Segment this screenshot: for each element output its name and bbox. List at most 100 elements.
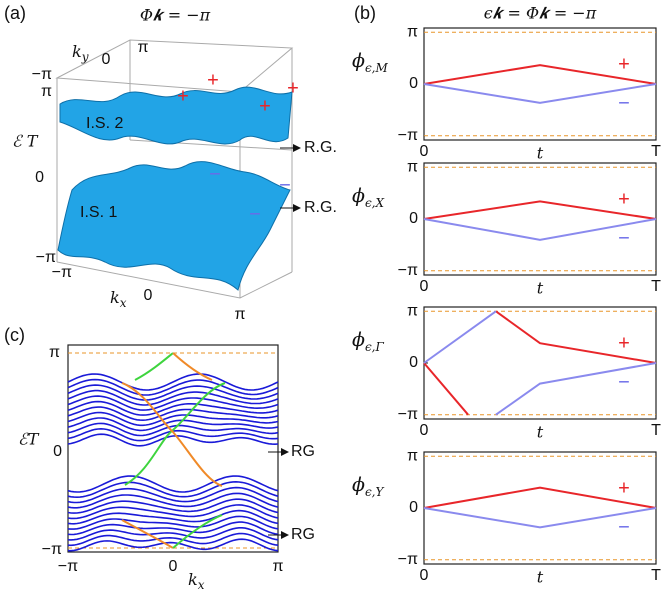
- band-line: [67, 389, 279, 406]
- plus-sign: +: [287, 77, 299, 99]
- series-line: [423, 507, 657, 529]
- x-axis-label: t: [537, 144, 544, 163]
- tick-label: π: [41, 83, 52, 100]
- band-line: [67, 532, 279, 547]
- y-axis-label-main: ϕ: [352, 329, 365, 351]
- tick-label: π: [234, 306, 245, 323]
- plus-sign: +: [259, 95, 271, 117]
- sign-annotation: −: [618, 227, 630, 249]
- plot-frame: [67, 344, 279, 553]
- band-line: [67, 400, 279, 416]
- x-tick-label: 0: [420, 143, 429, 160]
- series-line: [423, 218, 657, 241]
- tick-label: π: [272, 558, 283, 575]
- y-tick-label: π: [407, 158, 418, 175]
- sign-annotation: +: [618, 332, 630, 354]
- band-line: [67, 433, 279, 447]
- plot-frame: [423, 451, 657, 565]
- y-axis-label: ϕϵ,M: [352, 50, 388, 75]
- series-line: [423, 64, 657, 85]
- edge-states: [121, 352, 226, 549]
- tick-label: 0: [169, 558, 178, 575]
- band-line: [67, 504, 279, 520]
- band-line: [67, 515, 279, 530]
- x-tick-label: 0: [420, 422, 429, 439]
- band-line: [67, 395, 279, 411]
- band-line: [67, 384, 279, 401]
- axis-label: ky: [72, 42, 89, 64]
- sign-annotation: −: [618, 371, 630, 393]
- tick-label: π: [49, 344, 60, 361]
- series-line: [423, 200, 657, 220]
- plot-frame: [423, 162, 657, 276]
- y-tick-label: 0: [409, 210, 418, 227]
- annotation: R.G.: [304, 199, 337, 216]
- y-tick-label: −π: [398, 406, 418, 423]
- x-tick-label: T: [651, 278, 661, 295]
- tick-label: 0: [102, 51, 111, 68]
- tick-label: π: [137, 39, 148, 56]
- axis-label: kx: [110, 288, 127, 310]
- axis-label: ℰ T: [12, 132, 39, 151]
- surface-upper: [59, 86, 293, 145]
- y-axis-label-sub: ϵ,M: [365, 61, 389, 75]
- y-tick-label: 0: [409, 354, 418, 371]
- annotation: RG: [291, 526, 315, 543]
- tick-label: 0: [35, 169, 44, 186]
- sign-annotation: +: [618, 188, 630, 210]
- bands: [67, 373, 279, 552]
- y-axis-label-main: ϕ: [352, 474, 365, 496]
- plus-sign: +: [177, 85, 189, 107]
- surface-label: I.S. 1: [80, 204, 117, 221]
- series-line: [423, 486, 657, 509]
- y-axis-label: ϕϵ,Y: [352, 474, 384, 499]
- x-axis-label: t: [537, 423, 544, 442]
- minus-sign: −: [249, 203, 261, 225]
- plus-sign: +: [207, 69, 219, 91]
- series-line: [423, 310, 657, 416]
- band-line: [67, 509, 279, 525]
- band-line: [67, 480, 279, 499]
- y-tick-label: −π: [398, 127, 418, 144]
- y-axis-label-main: ϕ: [352, 50, 365, 72]
- tick-label: −π: [52, 264, 72, 281]
- sign-annotation: +: [618, 53, 630, 75]
- series-line: [423, 83, 657, 104]
- band-line: [67, 486, 279, 504]
- panel-a: Φ𝒌 = −π ky 0 π −π π ℰ T 0 −π −π 0 π kx I…: [12, 6, 337, 324]
- x-axis-label: t: [537, 279, 544, 298]
- plot-frame: [423, 27, 657, 141]
- band-line: [67, 417, 279, 432]
- tick-label: −π: [42, 541, 62, 558]
- panel-label: (b): [354, 3, 376, 23]
- x-tick-label: T: [651, 422, 661, 439]
- x-axis-label: t: [537, 568, 544, 587]
- panel-label: (a): [4, 3, 26, 23]
- band-line: [67, 527, 279, 541]
- band-line: [67, 378, 279, 396]
- surface-lower: [57, 161, 291, 291]
- surface-label: I.S. 2: [86, 115, 123, 132]
- sign-annotation: −: [618, 92, 630, 114]
- y-axis-label-sub: ϵ,X: [365, 196, 385, 210]
- y-tick-label: −π: [398, 551, 418, 568]
- axis-label: ℰT: [18, 430, 40, 449]
- y-tick-label: π: [407, 302, 418, 319]
- panel-c: π 0 −π −π 0 π ℰT kx RG RG: [18, 344, 315, 591]
- band-line: [67, 498, 279, 514]
- panel-title: ϵ𝒌 = Φ𝒌 = −π: [484, 4, 597, 23]
- signs: + + + + − − −: [177, 69, 299, 225]
- y-axis-label: ϕϵ,Γ: [352, 329, 384, 354]
- x-tick-label: 0: [420, 567, 429, 584]
- x-tick-label: T: [651, 567, 661, 584]
- x-tick-label: T: [651, 143, 661, 160]
- sign-annotation: −: [618, 516, 630, 538]
- band-line: [67, 411, 279, 427]
- panel-title: Φ𝒌 = −π: [140, 6, 211, 25]
- y-tick-label: π: [407, 23, 418, 40]
- band-line: [68, 538, 279, 552]
- band-line: [67, 406, 279, 422]
- y-tick-label: 0: [409, 499, 418, 516]
- minus-sign: −: [209, 163, 221, 185]
